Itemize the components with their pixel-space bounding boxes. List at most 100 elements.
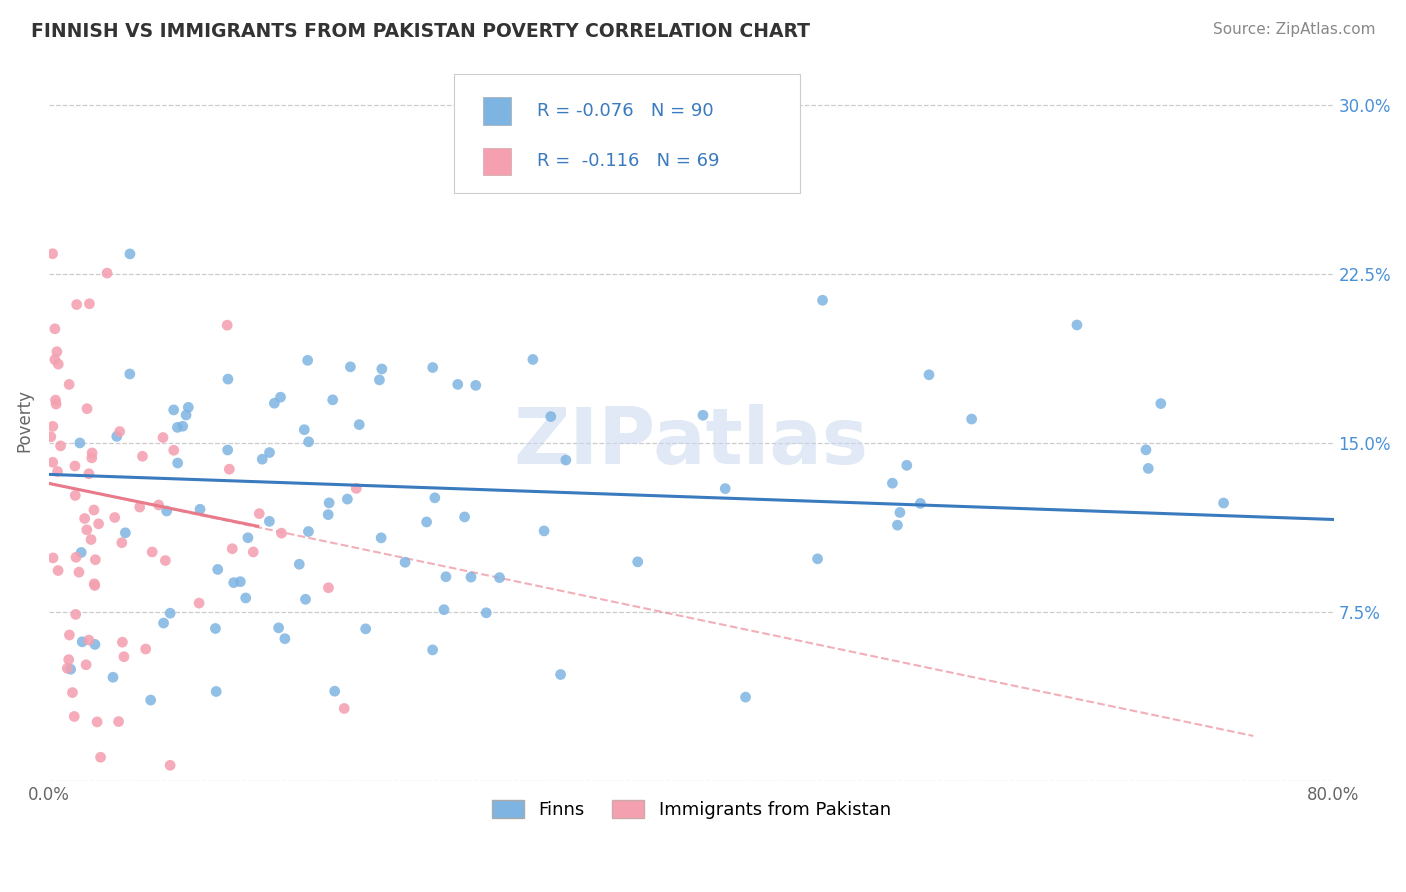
Point — [294, 592, 316, 607]
Point — [84, 637, 107, 651]
Point — [627, 555, 650, 569]
Point — [464, 378, 486, 392]
Point — [70, 634, 93, 648]
Point — [540, 409, 562, 424]
Point — [45, 397, 67, 411]
Point — [882, 476, 904, 491]
Point — [522, 352, 544, 367]
Point — [1150, 396, 1173, 410]
Point — [270, 390, 292, 404]
Point — [333, 701, 356, 715]
Point — [811, 293, 834, 308]
Point — [46, 357, 69, 371]
Point — [135, 642, 157, 657]
Point — [488, 571, 510, 585]
Point — [56, 661, 79, 675]
Point — [292, 423, 315, 437]
Point — [252, 452, 274, 467]
Point — [156, 504, 179, 518]
Point — [111, 635, 134, 649]
Point — [44, 352, 66, 367]
Point — [152, 615, 174, 630]
Point — [188, 596, 211, 610]
Point — [434, 570, 457, 584]
Point — [86, 714, 108, 729]
Point — [298, 434, 321, 449]
Point — [354, 622, 377, 636]
Point — [554, 453, 576, 467]
Point — [229, 574, 252, 589]
Point — [339, 359, 361, 374]
Point — [96, 266, 118, 280]
Point — [67, 565, 90, 579]
Point — [344, 482, 367, 496]
Point — [259, 445, 281, 459]
Point — [347, 417, 370, 432]
Point — [533, 524, 555, 538]
Point — [205, 684, 228, 698]
Point — [318, 496, 340, 510]
Point — [236, 531, 259, 545]
Point — [188, 502, 211, 516]
Point — [368, 373, 391, 387]
Point — [172, 419, 194, 434]
Point — [58, 377, 80, 392]
Point — [45, 344, 67, 359]
Point — [166, 456, 188, 470]
Point — [49, 439, 72, 453]
Text: R = -0.076   N = 90: R = -0.076 N = 90 — [537, 102, 714, 120]
Point — [263, 396, 285, 410]
Point — [217, 442, 239, 457]
Point — [889, 506, 911, 520]
Point — [174, 408, 197, 422]
Point — [323, 684, 346, 698]
Point — [1137, 461, 1160, 475]
FancyBboxPatch shape — [484, 97, 512, 125]
Point — [806, 551, 828, 566]
Point — [65, 607, 87, 622]
Point — [118, 247, 141, 261]
Point — [422, 643, 444, 657]
Point — [453, 510, 475, 524]
Point — [235, 591, 257, 605]
Point — [322, 392, 344, 407]
Point — [148, 498, 170, 512]
Point — [46, 564, 69, 578]
Point — [267, 621, 290, 635]
Point — [76, 523, 98, 537]
Point — [166, 420, 188, 434]
Point — [114, 525, 136, 540]
Point — [63, 458, 86, 473]
Point — [423, 491, 446, 505]
Point — [960, 412, 983, 426]
Point — [128, 500, 150, 514]
Text: Source: ZipAtlas.com: Source: ZipAtlas.com — [1212, 22, 1375, 37]
Point — [550, 667, 572, 681]
Point — [370, 531, 392, 545]
Point — [318, 581, 340, 595]
Point — [204, 622, 226, 636]
Point — [242, 545, 264, 559]
Point — [84, 552, 107, 566]
Legend: Finns, Immigrants from Pakistan: Finns, Immigrants from Pakistan — [484, 792, 898, 826]
Point — [336, 492, 359, 507]
Point — [75, 657, 97, 672]
Point — [105, 429, 128, 443]
Point — [918, 368, 941, 382]
Point — [297, 524, 319, 539]
Point — [62, 685, 84, 699]
Point — [82, 446, 104, 460]
Point — [65, 550, 87, 565]
Point — [371, 362, 394, 376]
Point — [177, 401, 200, 415]
Point — [112, 649, 135, 664]
Point — [1135, 442, 1157, 457]
Point — [42, 455, 65, 469]
Point — [475, 606, 498, 620]
Text: ZIPatlas: ZIPatlas — [513, 404, 869, 480]
Point — [316, 508, 339, 522]
Point — [692, 409, 714, 423]
Text: FINNISH VS IMMIGRANTS FROM PAKISTAN POVERTY CORRELATION CHART: FINNISH VS IMMIGRANTS FROM PAKISTAN POVE… — [31, 22, 810, 41]
Point — [46, 465, 69, 479]
Point — [714, 482, 737, 496]
